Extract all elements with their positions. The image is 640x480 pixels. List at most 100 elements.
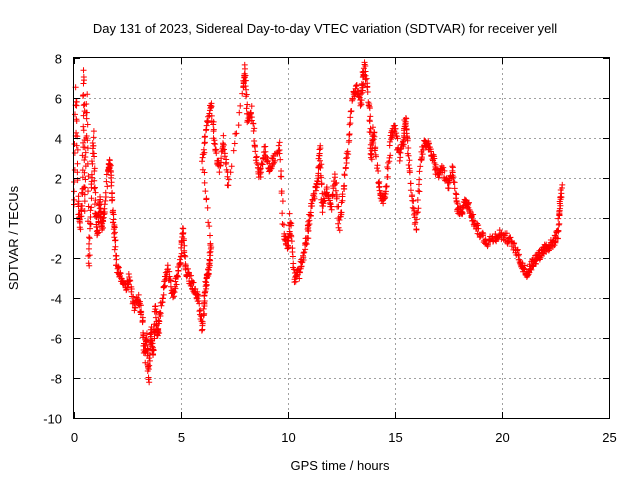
data-point-marker (364, 88, 371, 95)
data-point-marker (396, 149, 403, 156)
data-point-marker (221, 153, 228, 160)
data-point-marker (83, 100, 90, 107)
data-point-marker (86, 240, 93, 247)
data-point-marker (532, 258, 539, 265)
data-point-marker (108, 190, 115, 197)
data-point-marker (554, 235, 561, 242)
data-point-marker (198, 318, 205, 325)
data-point-marker (279, 210, 286, 217)
data-point-marker (103, 171, 110, 178)
data-point-marker (207, 257, 214, 264)
data-point-marker (104, 183, 111, 190)
data-point-marker (111, 229, 118, 236)
data-point-marker (176, 256, 183, 263)
data-point-marker (303, 241, 310, 248)
data-point-marker (80, 74, 87, 81)
data-point-marker (125, 278, 132, 285)
data-point-marker (362, 63, 369, 70)
data-point-marker (305, 235, 312, 242)
data-point-marker (405, 144, 412, 151)
x-tick-label: 25 (602, 430, 616, 445)
data-point-marker (84, 121, 91, 128)
data-point-marker (259, 161, 266, 168)
data-point-marker (384, 165, 391, 172)
data-point-marker (386, 154, 393, 161)
y-tick-label: 0 (55, 212, 62, 227)
data-point-marker (278, 173, 285, 180)
data-point-marker (278, 167, 285, 174)
data-point-marker (140, 331, 147, 338)
data-point-marker (92, 189, 99, 196)
data-point-marker (414, 209, 421, 216)
data-point-marker (205, 270, 212, 277)
data-point-marker (457, 203, 464, 210)
data-point-marker (369, 124, 376, 131)
data-point-marker (208, 112, 215, 119)
data-point-marker (521, 265, 528, 272)
data-point-marker (405, 162, 412, 169)
data-point-marker (371, 133, 378, 140)
data-point-marker (182, 262, 189, 269)
data-point-marker (74, 169, 81, 176)
data-point-marker (87, 221, 94, 228)
data-point-marker (556, 205, 563, 212)
data-point-marker (479, 232, 486, 239)
data-point-marker (288, 238, 295, 245)
data-point-marker (137, 302, 144, 309)
data-point-marker (91, 185, 98, 192)
data-points (71, 59, 566, 386)
data-point-marker (257, 169, 264, 176)
data-point-marker (81, 169, 88, 176)
data-point-marker (201, 179, 208, 186)
data-point-marker (212, 141, 219, 148)
data-point-marker (94, 227, 101, 234)
data-point-marker (388, 134, 395, 141)
data-point-marker (126, 277, 133, 284)
grid-lines (74, 58, 609, 418)
data-point-marker (201, 310, 208, 317)
x-tick-label: 20 (495, 430, 509, 445)
plot-frame (73, 57, 610, 419)
data-point-marker (243, 91, 250, 98)
data-point-marker (181, 249, 188, 256)
data-point-marker (100, 214, 107, 221)
data-point-marker (80, 127, 87, 134)
data-point-marker (206, 249, 213, 256)
data-point-marker (83, 132, 90, 139)
data-point-marker (343, 155, 350, 162)
data-point-marker (224, 173, 231, 180)
data-point-marker (524, 272, 531, 279)
data-point-marker (352, 83, 359, 90)
data-point-marker (199, 158, 206, 165)
data-point-marker (243, 105, 250, 112)
data-point-marker (201, 289, 208, 296)
data-point-marker (361, 59, 368, 66)
data-point-marker (318, 174, 325, 181)
data-point-marker (418, 155, 425, 162)
data-point-marker (127, 277, 134, 284)
data-point-marker (73, 129, 80, 136)
data-point-marker (360, 81, 367, 88)
data-point-marker (269, 161, 276, 168)
data-point-marker (427, 146, 434, 153)
data-point-marker (109, 219, 116, 226)
data-point-marker (449, 163, 456, 170)
data-point-marker (333, 195, 340, 202)
x-tick-label: 0 (71, 430, 78, 445)
data-point-marker (158, 302, 165, 309)
data-point-marker (296, 275, 303, 282)
data-point-marker (206, 223, 213, 230)
data-point-marker (558, 190, 565, 197)
data-point-marker (202, 133, 209, 140)
data-point-marker (248, 103, 255, 110)
data-point-marker (71, 196, 78, 203)
data-point-marker (231, 140, 238, 147)
data-point-marker (250, 120, 257, 127)
data-point-marker (81, 208, 88, 215)
data-point-marker (80, 123, 87, 130)
data-point-marker (88, 171, 95, 178)
data-point-marker (277, 156, 284, 163)
data-point-marker (175, 267, 182, 274)
data-point-marker (250, 127, 257, 134)
